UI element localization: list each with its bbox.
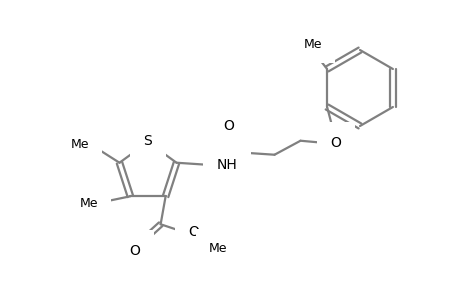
Text: O: O (330, 136, 341, 150)
Text: Me: Me (71, 138, 89, 151)
Text: O: O (129, 244, 140, 258)
Text: O: O (188, 225, 199, 239)
Text: Me: Me (80, 197, 98, 210)
Text: Me: Me (303, 38, 322, 50)
Text: S: S (143, 134, 152, 148)
Text: O: O (223, 119, 234, 133)
Text: NH: NH (216, 158, 237, 172)
Text: Me: Me (208, 242, 227, 255)
